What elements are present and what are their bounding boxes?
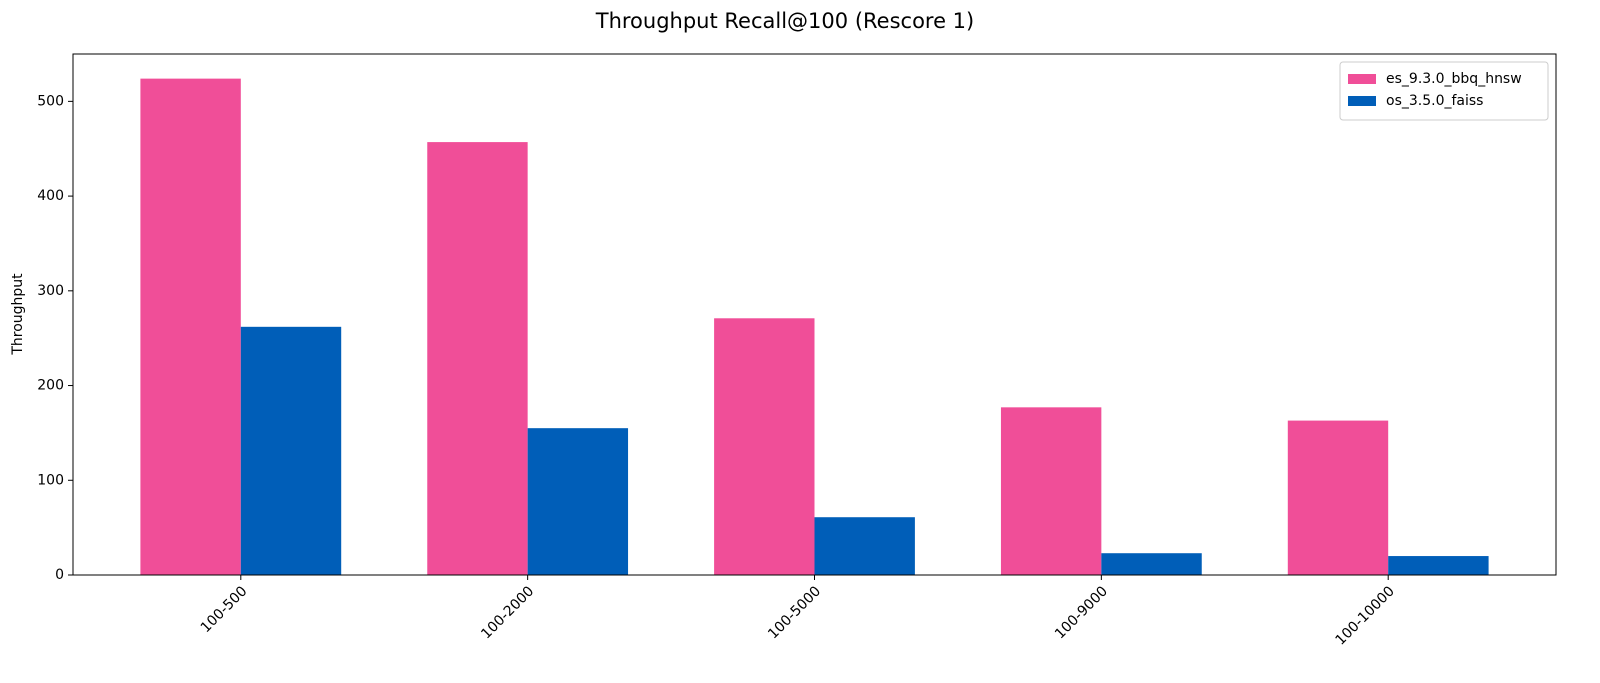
x-tick-label: 100-500: [198, 583, 251, 636]
bar: [140, 78, 241, 575]
bar: [1287, 420, 1389, 575]
x-tick-label: 100-5000: [765, 583, 824, 642]
bar: [240, 326, 342, 575]
bar: [527, 428, 629, 575]
bar: [1101, 553, 1202, 575]
bar: [1388, 556, 1489, 575]
x-tick-label: 100-10000: [1333, 583, 1398, 648]
y-tick-label: 300: [37, 283, 64, 299]
y-tick-label: 400: [37, 188, 64, 204]
legend-label: os_3.5.0_faiss: [1386, 93, 1483, 109]
y-tick-label: 0: [55, 567, 64, 583]
x-tick-label: 100-9000: [1052, 583, 1111, 642]
legend-label: es_9.3.0_bbq_hnsw: [1386, 71, 1522, 87]
bar: [714, 318, 815, 575]
bar: [1000, 407, 1102, 575]
y-axis-label: Throughput: [10, 273, 26, 356]
plot-frame: [72, 53, 1557, 576]
bar: [427, 142, 528, 575]
y-tick-label: 200: [37, 378, 64, 394]
chart-title: Throughput Recall@100 (Rescore 1): [595, 9, 974, 33]
legend-frame: [1339, 61, 1549, 121]
legend-swatch: [1348, 74, 1376, 84]
x-tick-label: 100-2000: [478, 583, 537, 642]
y-tick-label: 500: [37, 93, 64, 109]
legend-swatch: [1348, 96, 1376, 106]
y-tick-label: 100: [37, 472, 64, 488]
bar: [814, 517, 915, 575]
